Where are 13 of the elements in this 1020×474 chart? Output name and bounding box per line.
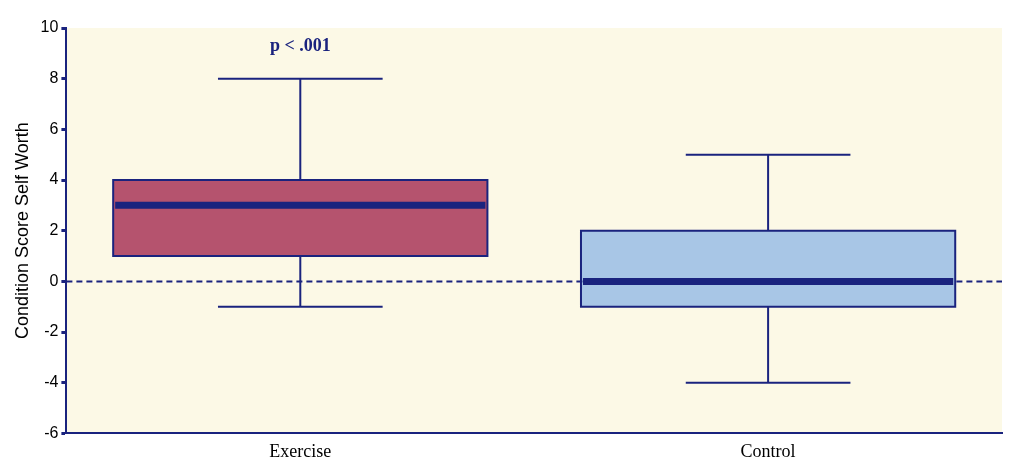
annotation: p < .001 [269,34,331,55]
y-tick-label: 0 [49,271,59,289]
y-tick-label: 6 [49,119,59,137]
y-tick-label: 2 [49,221,59,239]
y-tick-label: 10 [40,18,59,36]
y-tick-label: 8 [49,69,59,87]
x-tick-label: Exercise [269,440,332,461]
y-tick-label: -4 [44,373,59,391]
y-tick-label: -2 [44,322,59,340]
x-tick-label: Control [740,440,796,461]
y-axis-title: Condition Score Self Worth [11,122,32,340]
y-tick-label: -6 [44,423,59,441]
y-tick-label: 4 [49,170,59,188]
